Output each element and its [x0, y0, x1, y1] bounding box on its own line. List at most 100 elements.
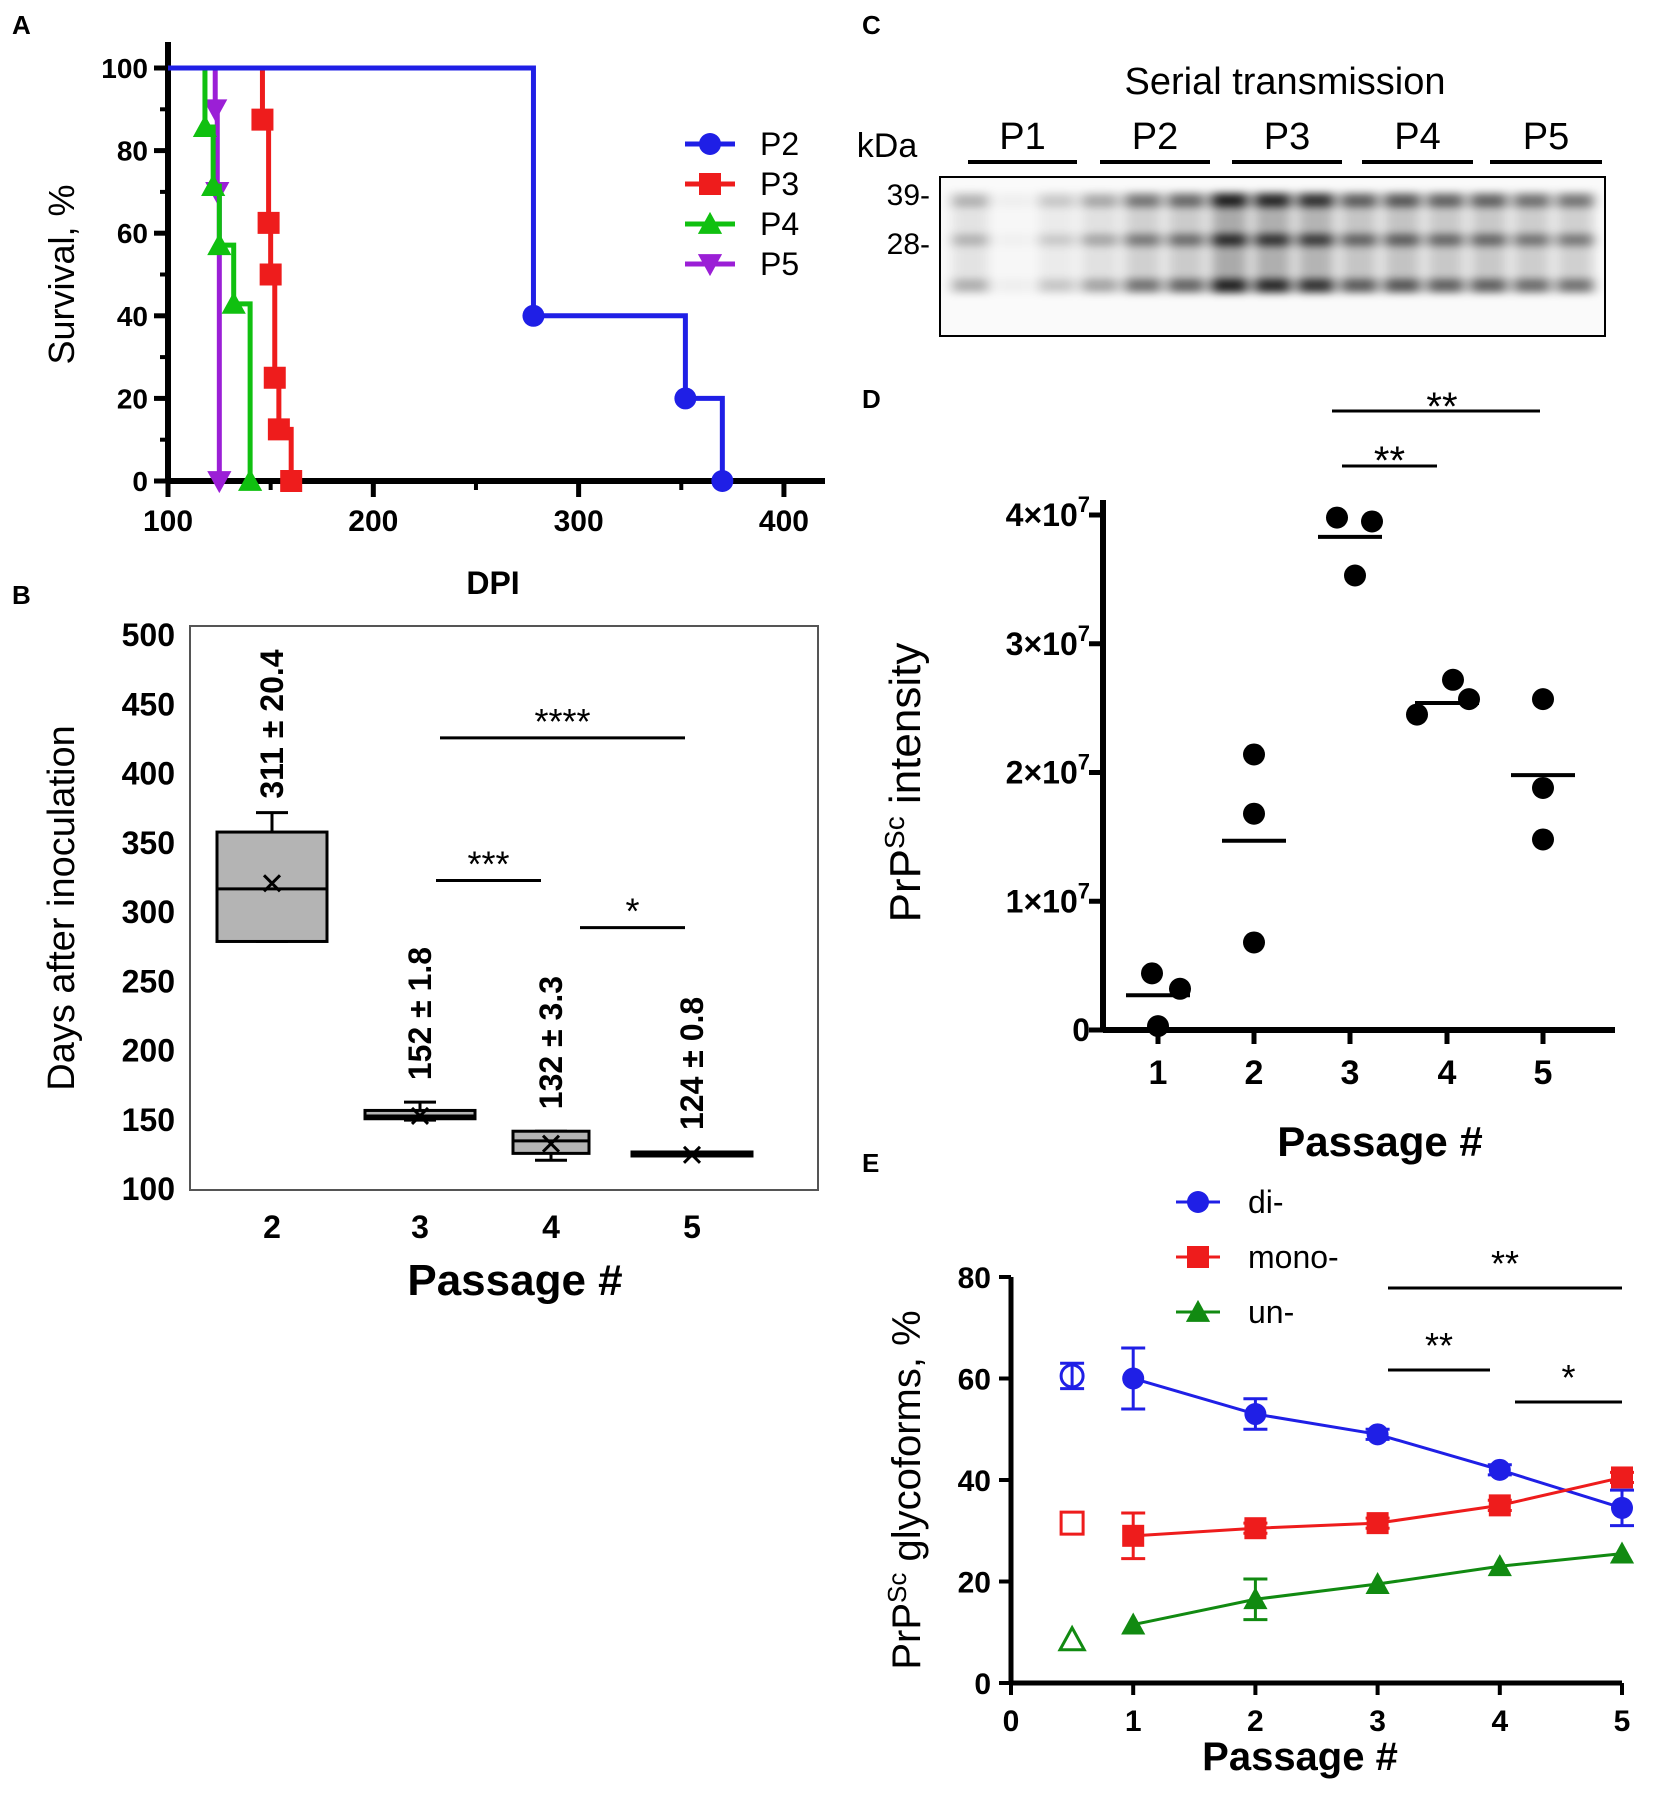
data-point-passage-3 — [1326, 506, 1348, 529]
group-label-p2: P2 — [1132, 116, 1178, 158]
blot-title: Serial transmission — [1125, 61, 1446, 103]
blot-smear-lane-7 — [1211, 200, 1248, 290]
data-point-passage-4 — [1458, 688, 1480, 711]
data-point-di — [1488, 1458, 1511, 1481]
blot-band-lane-2 — [995, 193, 1032, 207]
plot-frame — [189, 625, 819, 1191]
mean-marker — [541, 1134, 561, 1153]
x-axis-label: Passage # — [407, 1256, 622, 1305]
x-tick-label: 2 — [263, 1209, 281, 1245]
x-tick-label: 1 — [1149, 1054, 1168, 1092]
x-tick-label: 5 — [683, 1209, 701, 1245]
y-tick-label: 60 — [958, 1364, 991, 1397]
summary-label-passage-5: 124 ± 0.8 — [674, 997, 710, 1130]
summary-label-passage-4: 132 ± 3.3 — [533, 976, 569, 1109]
x-tick-label: 2 — [1245, 1054, 1264, 1092]
survival-point-p3 — [263, 366, 286, 389]
y-axis-label: PrPSc intensity — [879, 643, 930, 923]
data-point-passage-2 — [1243, 802, 1265, 825]
x-tick-label: 4 — [1438, 1054, 1457, 1092]
panel-letter-d: D — [862, 384, 881, 414]
survival-point-p5 — [207, 471, 232, 494]
data-point-passage-5 — [1532, 776, 1554, 799]
x-tick-label: 3 — [1369, 1705, 1386, 1738]
x-tick-label: 4 — [1491, 1705, 1508, 1738]
y-label-sup: Sc — [879, 816, 910, 849]
data-point-un — [1609, 1541, 1635, 1564]
significance-label: **** — [534, 701, 590, 742]
y-tick-exponent: 7 — [1078, 621, 1090, 646]
mean-marker — [682, 1145, 702, 1164]
data-point-passage-5 — [1532, 828, 1554, 851]
data-point-un — [1243, 1587, 1268, 1610]
x-tick-label: 2 — [1247, 1705, 1264, 1738]
y-tick-exponent: 7 — [1078, 878, 1090, 903]
survival-point-p3 — [259, 263, 282, 286]
data-point-passage-1 — [1147, 1015, 1169, 1038]
summary-label-passage-2: 311 ± 20.4 — [254, 649, 290, 798]
y-tick-label: 80 — [117, 136, 148, 167]
x-tick-label: 100 — [143, 505, 193, 538]
legend-label-p3: P3 — [760, 166, 799, 202]
y-tick-label: 80 — [958, 1262, 991, 1295]
legend-marker-p5 — [697, 254, 723, 277]
blot-smear-lane-9 — [1297, 200, 1335, 290]
data-point-mono — [1244, 1517, 1267, 1540]
y-tick-label: 0 — [132, 466, 148, 497]
survival-point-p4 — [192, 114, 218, 137]
blot-smear-lane-11 — [1384, 200, 1421, 290]
data-point-passage-2 — [1243, 931, 1265, 954]
data-point-mono — [1366, 1512, 1389, 1535]
group-label-p5: P5 — [1523, 116, 1569, 158]
x-tick-label: 3 — [1341, 1054, 1360, 1092]
x-tick-label: 1 — [1125, 1705, 1142, 1738]
blot-smear-lane-8 — [1254, 200, 1291, 290]
x-tick-label: 4 — [542, 1209, 560, 1245]
group-label-p1: P1 — [999, 116, 1045, 158]
blot-smear-lane-10 — [1340, 200, 1378, 290]
significance-label: *** — [467, 844, 509, 885]
survival-point-p2 — [674, 387, 697, 410]
y-tick-label: 40 — [117, 301, 148, 332]
y-tick-label: 0 — [1072, 1012, 1090, 1048]
group-label-p4: P4 — [1394, 116, 1440, 158]
panel-c-western-blot: Serial transmission kDa 39- 28- P1 P2 P3 P4 P5 — [857, 61, 1606, 337]
x-tick-label: 300 — [554, 505, 604, 538]
legend-marker-di — [1187, 1191, 1209, 1213]
blot-smear-lane-3 — [1038, 200, 1075, 290]
data-point-di — [1122, 1367, 1145, 1390]
y-tick-label: 150 — [122, 1102, 175, 1138]
y-tick-label: 40 — [958, 1465, 991, 1498]
y-label-sup: Sc — [882, 1573, 912, 1603]
data-point-mono — [1611, 1466, 1633, 1489]
survival-point-p5 — [203, 99, 228, 122]
legend-label-di: di- — [1248, 1184, 1284, 1220]
data-point-mono — [1488, 1494, 1511, 1517]
blot-smear-lane-5 — [1124, 200, 1162, 290]
legend-marker-mono — [1187, 1246, 1209, 1268]
data-point-un — [1487, 1554, 1512, 1577]
y-tick-base: 2×10 — [1006, 755, 1078, 791]
reference-point-un — [1057, 1624, 1087, 1652]
y-tick-label: 250 — [122, 963, 175, 999]
y-tick-base: 1×10 — [1006, 883, 1078, 919]
y-tick-label: 4×107 — [1006, 492, 1090, 533]
y-axis-label: Days after inoculation — [41, 725, 83, 1090]
y-label-main: PrP — [885, 1603, 929, 1670]
x-axis-label: Passage # — [1277, 1118, 1483, 1165]
x-tick-label: 3 — [411, 1209, 429, 1245]
survival-point-p3 — [251, 108, 274, 131]
data-point-di — [1611, 1496, 1633, 1519]
summary-label-passage-3: 152 ± 1.8 — [402, 947, 438, 1080]
x-tick-label: 0 — [1003, 1705, 1020, 1738]
blot-smear-lane-13 — [1470, 200, 1507, 290]
significance-label: ** — [1374, 439, 1405, 483]
survival-point-p4 — [207, 233, 232, 256]
legend-marker-p4 — [697, 211, 723, 234]
y-tick-label: 20 — [958, 1567, 991, 1600]
y-tick-label: 2×107 — [1006, 750, 1090, 791]
data-point-passage-3 — [1361, 510, 1383, 533]
reference-point-di — [1059, 1363, 1085, 1389]
blot-smear-lane-15 — [1556, 200, 1594, 290]
y-tick-label: 450 — [122, 686, 175, 722]
